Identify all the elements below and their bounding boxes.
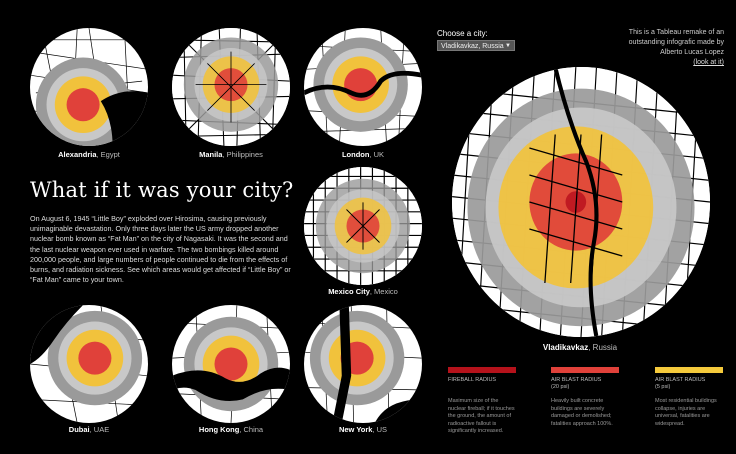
map-alexandria[interactable] bbox=[30, 28, 148, 146]
caption-dubai: Dubai, UAE bbox=[68, 425, 110, 434]
map-mexico-city-graphic bbox=[304, 167, 422, 285]
map-selected-city[interactable] bbox=[452, 67, 710, 337]
caption-hong-kong: Hong Kong, China bbox=[198, 425, 264, 434]
legend-fireball-desc: Maximum size of the nuclear fireball; if… bbox=[448, 398, 515, 434]
page-title: What if it was your city? bbox=[30, 178, 294, 202]
caption-london: London, UK bbox=[341, 150, 385, 159]
map-london-graphic bbox=[304, 28, 422, 146]
credit-line-1: This is a Tableau remake of an bbox=[628, 29, 724, 36]
map-hong-kong-graphic bbox=[172, 305, 290, 423]
credit-line-3: Alberto Lucas Lopez bbox=[660, 49, 724, 56]
caption-mexico-city: Mexico City, Mexico bbox=[328, 287, 398, 296]
map-new-york[interactable] bbox=[304, 305, 422, 423]
city-chooser-value: Vladikavkaz, Russia bbox=[441, 43, 504, 50]
map-manila-graphic bbox=[172, 28, 290, 146]
caption-selected-city: Vladikavkaz, Russia bbox=[542, 343, 618, 352]
legend-fireball-title: FIREBALL RADIUS bbox=[448, 377, 497, 383]
intro-paragraph: On August 6, 1945 “Little Boy” exploded … bbox=[30, 214, 291, 285]
map-manila[interactable] bbox=[172, 28, 290, 146]
credit-link[interactable]: (look at it) bbox=[693, 59, 724, 66]
legend-airblast-5-swatch bbox=[655, 367, 723, 373]
map-alexandria-graphic bbox=[30, 28, 148, 146]
credit-line-2: outstanding infografic made by bbox=[628, 39, 724, 46]
legend-fireball: FIREBALL RADIUS Maximum size of the nucl… bbox=[448, 367, 516, 436]
credit-text: This is a Tableau remake of an outstandi… bbox=[564, 28, 724, 68]
caption-manila: Manila, Philippines bbox=[199, 150, 263, 159]
legend-airblast-5: AIR BLAST RADIUS (5 psi) Most residential… bbox=[655, 367, 723, 428]
map-selected-city-graphic bbox=[452, 67, 710, 337]
legend-airblast-5-title: AIR BLAST RADIUS (5 psi) bbox=[655, 377, 706, 390]
map-dubai-graphic bbox=[30, 305, 148, 423]
legend-airblast-5-desc: Most residential buildings collapse, inj… bbox=[655, 398, 717, 427]
legend-airblast-20: AIR BLAST RADIUS (20 psi) Heavily built c… bbox=[551, 367, 619, 428]
caption-new-york: New York, US bbox=[338, 425, 388, 434]
legend-airblast-20-swatch bbox=[551, 367, 619, 373]
map-mexico-city[interactable] bbox=[304, 167, 422, 285]
map-new-york-graphic bbox=[304, 305, 422, 423]
legend-airblast-20-title: AIR BLAST RADIUS (20 psi) bbox=[551, 377, 602, 390]
legend-fireball-swatch bbox=[448, 367, 516, 373]
map-hong-kong[interactable] bbox=[172, 305, 290, 423]
chevron-down-icon: ▼ bbox=[505, 43, 511, 49]
legend-airblast-20-desc: Heavily built concrete buildings are sev… bbox=[551, 398, 613, 427]
map-dubai[interactable] bbox=[30, 305, 148, 423]
city-chooser-select[interactable]: Vladikavkaz, Russia ▼ bbox=[437, 40, 515, 51]
caption-alexandria: Alexandria, Egypt bbox=[58, 150, 120, 159]
city-chooser-label: Choose a city: bbox=[437, 29, 488, 38]
map-london[interactable] bbox=[304, 28, 422, 146]
